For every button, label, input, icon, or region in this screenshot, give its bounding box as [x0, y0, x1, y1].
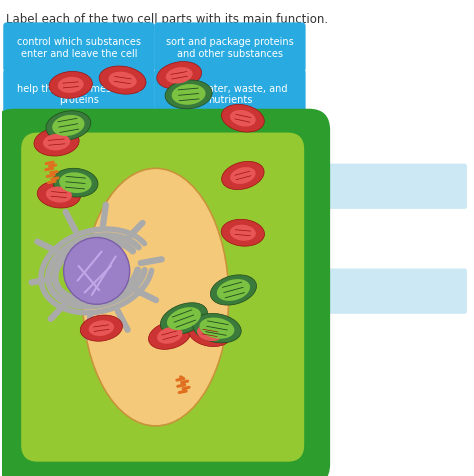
FancyBboxPatch shape	[323, 269, 467, 314]
Ellipse shape	[197, 325, 223, 341]
FancyBboxPatch shape	[21, 133, 304, 462]
Ellipse shape	[157, 62, 201, 90]
Ellipse shape	[221, 220, 264, 247]
Ellipse shape	[230, 225, 256, 241]
Ellipse shape	[58, 78, 84, 94]
FancyBboxPatch shape	[323, 164, 467, 209]
Ellipse shape	[46, 111, 91, 141]
Ellipse shape	[64, 238, 130, 305]
Ellipse shape	[34, 129, 79, 157]
Ellipse shape	[52, 116, 84, 137]
Ellipse shape	[200, 318, 235, 339]
Ellipse shape	[172, 85, 206, 106]
Ellipse shape	[53, 169, 98, 198]
Ellipse shape	[82, 169, 229, 426]
Ellipse shape	[49, 72, 92, 99]
Ellipse shape	[59, 173, 91, 194]
Ellipse shape	[109, 72, 137, 89]
Ellipse shape	[188, 319, 231, 347]
Ellipse shape	[46, 187, 72, 203]
Ellipse shape	[210, 275, 256, 306]
FancyBboxPatch shape	[3, 69, 155, 119]
FancyBboxPatch shape	[154, 69, 306, 119]
Ellipse shape	[148, 321, 191, 350]
Ellipse shape	[157, 327, 182, 344]
Text: store water, waste, and
nutrients: store water, waste, and nutrients	[172, 83, 288, 105]
Text: sort and package proteins
and other substances: sort and package proteins and other subs…	[166, 37, 294, 59]
FancyBboxPatch shape	[3, 23, 155, 73]
Text: help the ribosomes make
proteins: help the ribosomes make proteins	[17, 83, 141, 105]
Ellipse shape	[167, 307, 201, 330]
Ellipse shape	[43, 134, 70, 151]
Ellipse shape	[230, 111, 255, 127]
Ellipse shape	[222, 162, 264, 190]
Ellipse shape	[230, 168, 255, 185]
Ellipse shape	[192, 314, 241, 343]
Ellipse shape	[160, 303, 208, 335]
Ellipse shape	[99, 67, 146, 95]
Ellipse shape	[221, 105, 264, 133]
Ellipse shape	[166, 68, 192, 84]
Ellipse shape	[80, 316, 122, 341]
Text: Label each of the two cell parts with its main function.: Label each of the two cell parts with it…	[6, 13, 328, 26]
FancyBboxPatch shape	[154, 23, 306, 73]
Ellipse shape	[37, 182, 81, 208]
FancyBboxPatch shape	[0, 109, 330, 476]
Ellipse shape	[217, 279, 250, 301]
Ellipse shape	[165, 81, 212, 109]
Text: control which substances
enter and leave the cell: control which substances enter and leave…	[17, 37, 141, 59]
Ellipse shape	[89, 321, 114, 336]
